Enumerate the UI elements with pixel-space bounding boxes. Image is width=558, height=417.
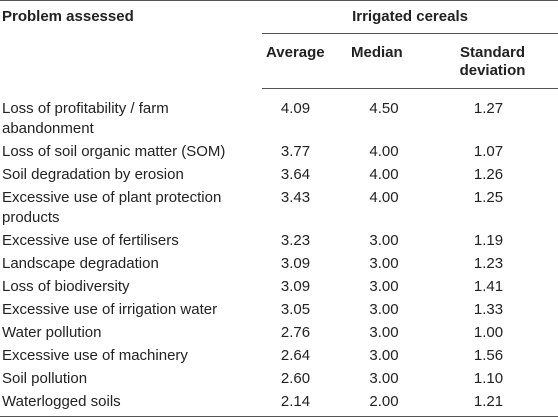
sd-cell: 1.27 (473, 100, 504, 117)
sd-cell: 1.00 (473, 323, 504, 341)
sd-cell: 1.56 (473, 346, 504, 364)
median-cell: 3.00 (369, 254, 399, 272)
table-row: Excessive use of machinery 2.64 3.00 1.56 (0, 344, 558, 367)
problem-cell: Loss of profitability / farm abandonment (2, 99, 169, 137)
median-cell: 3.00 (369, 231, 399, 249)
table-row: Water pollution 2.76 3.00 1.00 (0, 321, 558, 344)
problem-cell: Waterlogged soils (0, 389, 262, 417)
average-cell: 4.09 (280, 100, 311, 117)
table-header: Problem assessed Irrigated cereals Avera… (0, 0, 558, 89)
column-header-sd: Standard deviation (427, 33, 558, 89)
median-cell: 3.00 (369, 323, 399, 341)
median-cell: 4.00 (369, 188, 399, 206)
problem-cell: Water pollution (2, 323, 102, 341)
column-header-average: Average (262, 33, 347, 89)
median-cell: 2.00 (347, 389, 427, 417)
table-row: Excessive use of irrigation water 3.05 3.0… (0, 298, 558, 321)
column-header-problem: Problem assessed (0, 0, 262, 89)
median-cell: 3.00 (369, 346, 399, 364)
table-row: Loss of soil organic matter (SOM) 3.77 4.0… (0, 140, 558, 163)
median-cell: 4.00 (369, 142, 399, 160)
table-row: Landscape degradation 3.09 3.00 1.23 (0, 252, 558, 275)
problem-cell: Landscape degradation (2, 254, 159, 272)
sd-cell: 1.19 (473, 231, 504, 249)
average-cell: 2.64 (280, 346, 311, 364)
average-cell: 2.76 (280, 323, 311, 341)
problem-cell: Excessive use of machinery (2, 346, 188, 364)
average-cell: 3.09 (280, 254, 311, 272)
problem-cell: Excessive use of plant protection produc… (2, 188, 222, 226)
median-cell: 3.00 (369, 277, 399, 295)
header-row-columns: Average Median Standard deviation (0, 33, 558, 89)
median-cell: 4.00 (369, 165, 399, 183)
problem-cell: Loss of soil organic matter (SOM) (2, 142, 226, 160)
table-row: Soil pollution 2.60 3.00 1.10 (0, 367, 558, 390)
table-row: Loss of profitability / farm abandonment… (0, 89, 558, 140)
sd-cell: 1.23 (473, 254, 504, 272)
column-header-median: Median (347, 33, 427, 89)
table-row: Soil degradation by erosion 3.64 4.00 1.26 (0, 163, 558, 186)
median-cell: 3.00 (369, 369, 399, 387)
average-cell: 3.64 (280, 165, 311, 183)
sd-cell: 1.41 (473, 277, 504, 295)
average-cell: 2.14 (262, 389, 347, 417)
sd-cell: 1.26 (473, 165, 504, 183)
table-row: Waterlogged soils 2.14 2.00 1.21 (0, 389, 558, 417)
average-cell: 3.09 (280, 277, 311, 295)
problem-cell: Loss of biodiversity (2, 277, 130, 295)
sd-cell: 1.10 (473, 369, 504, 387)
average-cell: 3.05 (280, 300, 311, 318)
problem-cell: Excessive use of fertilisers (2, 231, 179, 249)
sd-cell: 1.25 (473, 188, 504, 206)
problem-cell: Soil pollution (2, 369, 88, 387)
problem-cell: Excessive use of irrigation water (2, 300, 218, 318)
median-cell: 4.50 (369, 100, 399, 117)
header-row-group: Problem assessed Irrigated cereals (0, 0, 558, 89)
table-row: Excessive use of plant protection produc… (0, 186, 558, 229)
average-cell: 2.60 (280, 369, 311, 387)
average-cell: 3.77 (280, 142, 311, 160)
table-row: Excessive use of fertilisers 3.23 3.00 1.19 (0, 229, 558, 252)
table-body: Loss of profitability / farm abandonment… (0, 89, 558, 417)
average-cell: 3.43 (280, 188, 311, 206)
table-row: Loss of biodiversity 3.09 3.00 1.41 (0, 275, 558, 298)
column-group-header: Irrigated cereals (262, 0, 558, 34)
median-cell: 3.00 (369, 300, 399, 318)
average-cell: 3.23 (280, 231, 311, 249)
sd-cell: 1.21 (427, 389, 558, 417)
problem-cell: Soil degradation by erosion (2, 165, 184, 183)
sd-cell: 1.07 (473, 142, 504, 160)
sd-cell: 1.33 (473, 300, 504, 318)
